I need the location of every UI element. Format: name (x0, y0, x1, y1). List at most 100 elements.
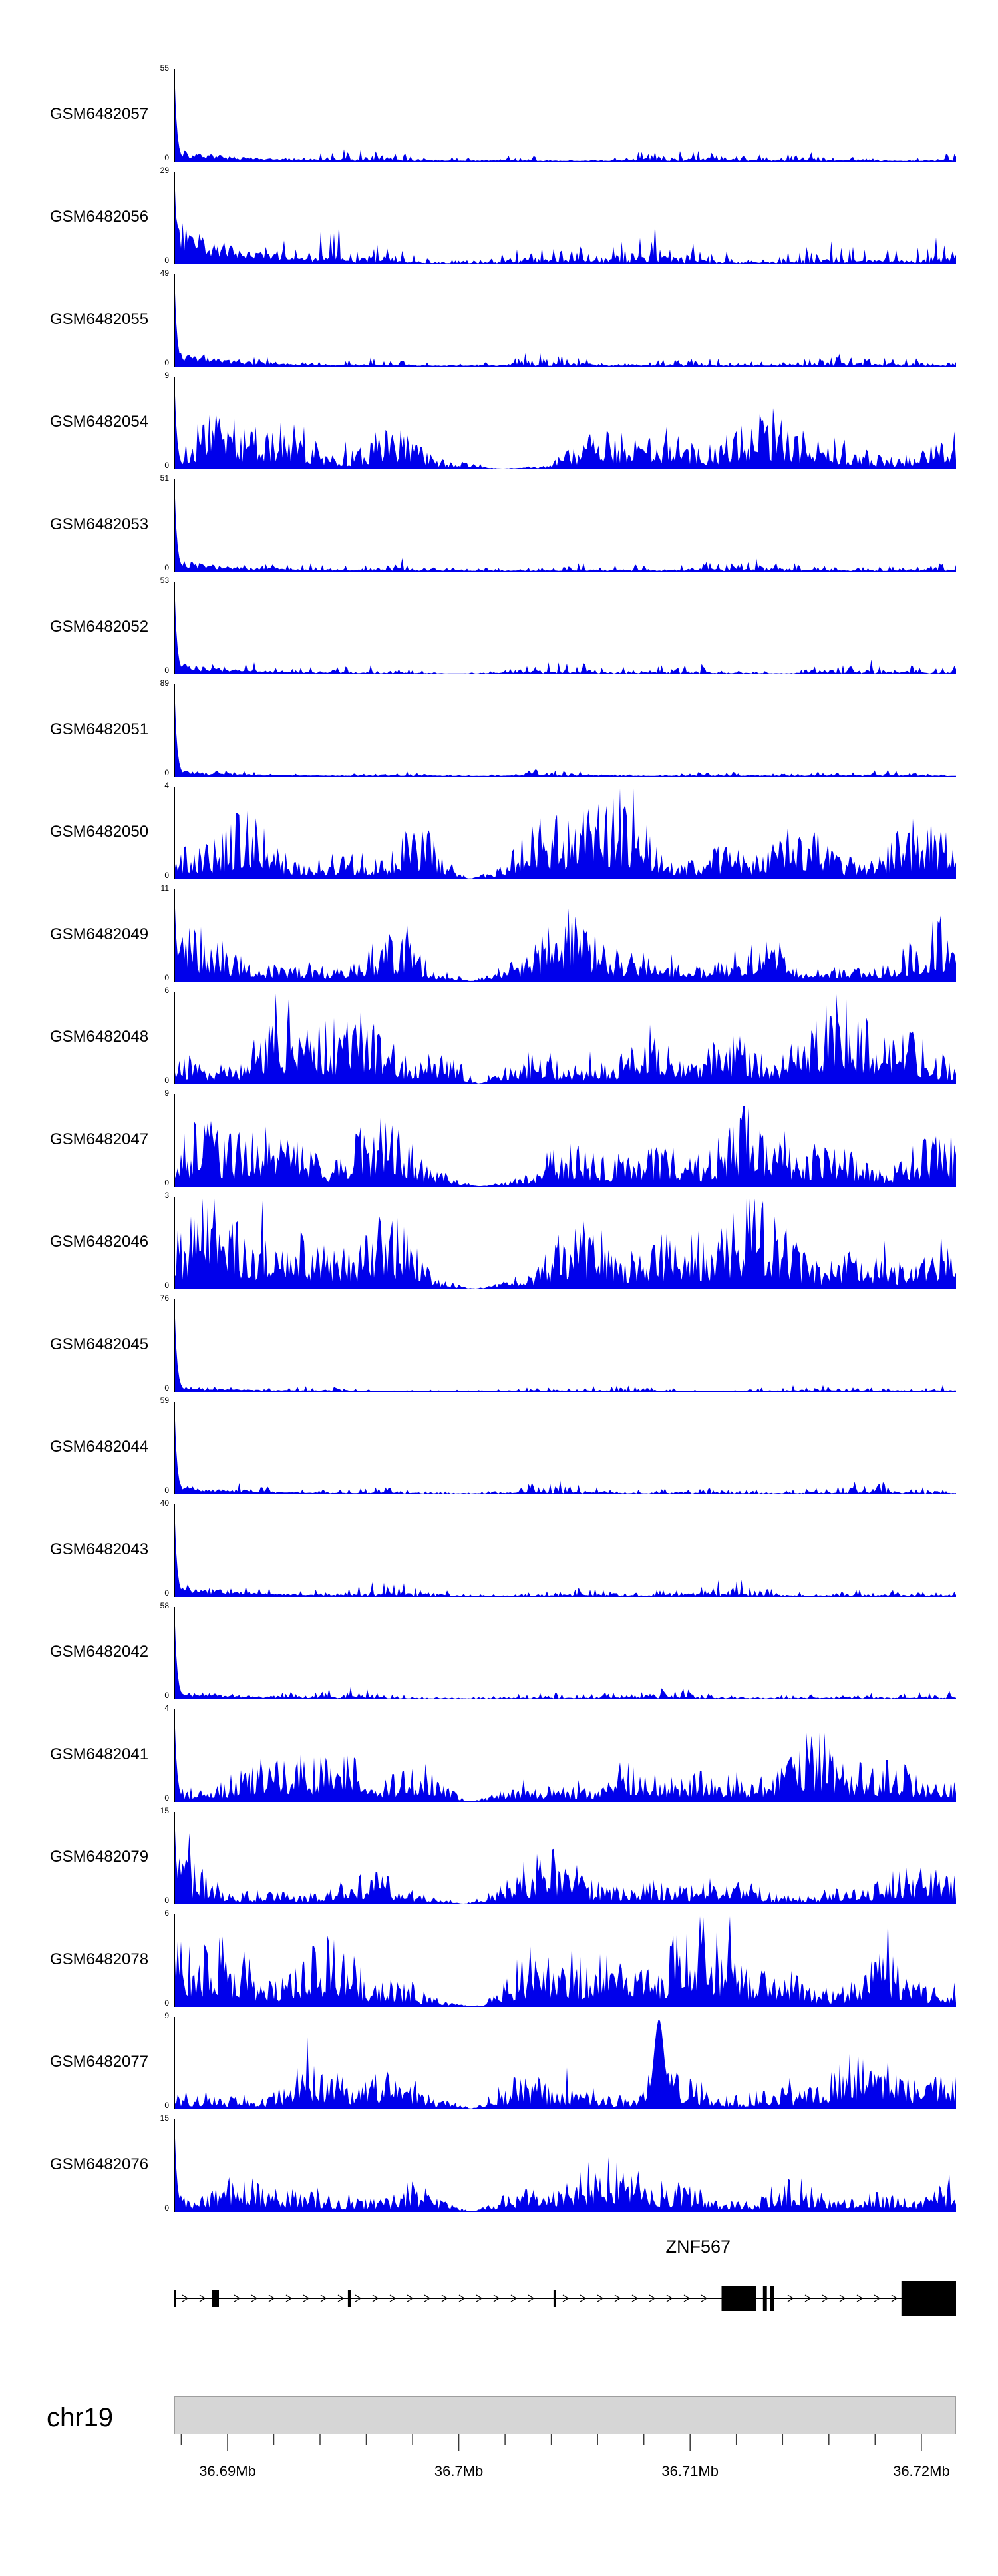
coverage-track: GSM6482054 9 0 (0, 371, 998, 473)
coverage-track: GSM6482052 53 0 (0, 576, 998, 678)
gene-name-label: ZNF567 (665, 2237, 731, 2256)
coverage-track: GSM6482043 40 0 (0, 1498, 998, 1601)
track-sample-label: GSM6482044 (50, 1438, 149, 1456)
genome-axis-track: 36.69Mb 36.7Mb 36.71Mb 36.72Mb (174, 2396, 956, 2479)
track-ymax-label: 49 (160, 268, 169, 278)
track-ymin-label: 0 (164, 1178, 169, 1187)
axis-tick-label: 36.72Mb (893, 2463, 950, 2479)
track-ymax-label: 15 (160, 2113, 169, 2123)
coverage-area-plot (174, 684, 956, 777)
coverage-area-plot (174, 479, 956, 572)
track-ymin-label: 0 (164, 461, 169, 470)
track-sample-label: GSM6482052 (50, 618, 149, 636)
coverage-track: GSM6482079 15 0 (0, 1806, 998, 1908)
track-sample-label: GSM6482041 (50, 1745, 149, 1763)
coverage-track: GSM6482056 29 0 (0, 166, 998, 268)
coverage-track: GSM6482078 6 0 (0, 1908, 998, 2011)
track-ymax-label: 58 (160, 1601, 169, 1610)
chromosome-label: chr19 (47, 2403, 114, 2432)
track-sample-label: GSM6482049 (50, 925, 149, 943)
track-ymax-label: 51 (160, 473, 169, 483)
coverage-track: GSM6482045 76 0 (0, 1293, 998, 1396)
coverage-area-plot (174, 1299, 956, 1392)
track-sample-label: GSM6482078 (50, 1950, 149, 1968)
track-ymin-label: 0 (164, 1998, 169, 2008)
coverage-area-plot (174, 274, 956, 367)
coverage-area-plot (174, 1607, 956, 1699)
track-sample-label: GSM6482050 (50, 823, 149, 841)
coverage-track: GSM6482042 58 0 (0, 1601, 998, 1703)
coverage-area-plot (174, 377, 956, 469)
track-sample-label: GSM6482043 (50, 1540, 149, 1558)
coverage-area-plot (174, 1914, 956, 2007)
track-sample-label: GSM6482077 (50, 2053, 149, 2071)
track-sample-label: GSM6482076 (50, 2155, 149, 2173)
track-ymax-label: 3 (164, 1191, 169, 1200)
track-ymin-label: 0 (164, 358, 169, 367)
coverage-track: GSM6482077 9 0 (0, 2011, 998, 2113)
coverage-track: GSM6482051 89 0 (0, 678, 998, 781)
coverage-track: GSM6482049 11 0 (0, 883, 998, 986)
coverage-area-plot (174, 2119, 956, 2212)
coverage-area-plot (174, 889, 956, 982)
track-sample-label: GSM6482054 (50, 413, 149, 431)
coverage-track: GSM6482044 59 0 (0, 1396, 998, 1498)
coverage-track: GSM6482053 51 0 (0, 473, 998, 576)
track-sample-label: GSM6482055 (50, 310, 149, 328)
coverage-area-plot (174, 992, 956, 1084)
track-sample-label: GSM6482053 (50, 515, 149, 533)
axis-tick-label: 36.71Mb (661, 2463, 719, 2479)
track-sample-label: GSM6482047 (50, 1130, 149, 1148)
coverage-area-plot (174, 1709, 956, 1802)
track-ymin-label: 0 (164, 2203, 169, 2213)
track-ymax-label: 4 (164, 1703, 169, 1713)
track-ymax-label: 29 (160, 166, 169, 175)
track-ymin-label: 0 (164, 1896, 169, 1905)
track-sample-label: GSM6482042 (50, 1643, 149, 1661)
track-ymin-label: 0 (164, 871, 169, 880)
axis-tick-label: 36.69Mb (199, 2463, 256, 2479)
track-sample-label: GSM6482048 (50, 1028, 149, 1046)
track-ymin-label: 0 (164, 2101, 169, 2110)
track-sample-label: GSM6482057 (50, 105, 149, 123)
coverage-area-plot (174, 69, 956, 162)
track-ymin-label: 0 (164, 1486, 169, 1495)
track-ymax-label: 9 (164, 1088, 169, 1098)
coverage-track: GSM6482076 15 0 (0, 2113, 998, 2216)
coverage-track: GSM6482047 9 0 (0, 1088, 998, 1191)
track-ymax-label: 40 (160, 1498, 169, 1508)
coverage-area-plot (174, 1094, 956, 1187)
track-sample-label: GSM6482056 (50, 208, 149, 226)
coverage-area-plot (174, 2017, 956, 2109)
track-ymax-label: 76 (160, 1293, 169, 1303)
track-ymin-label: 0 (164, 666, 169, 675)
coverage-track: GSM6482050 4 0 (0, 781, 998, 883)
track-ymin-label: 0 (164, 1793, 169, 1803)
coverage-area-plot (174, 787, 956, 879)
track-ymax-label: 4 (164, 781, 169, 790)
coverage-track: GSM6482046 3 0 (0, 1191, 998, 1293)
coverage-area-plot (174, 1402, 956, 1494)
track-ymin-label: 0 (164, 256, 169, 265)
track-ymax-label: 89 (160, 678, 169, 688)
track-ymin-label: 0 (164, 153, 169, 162)
track-ymin-label: 0 (164, 1691, 169, 1700)
track-ymin-label: 0 (164, 1076, 169, 1085)
track-ymax-label: 15 (160, 1806, 169, 1815)
coverage-area-plot (174, 1197, 956, 1289)
track-ymin-label: 0 (164, 973, 169, 982)
track-ymax-label: 6 (164, 986, 169, 995)
coverage-area-plot (174, 582, 956, 674)
track-ymax-label: 53 (160, 576, 169, 585)
track-ymin-label: 0 (164, 1281, 169, 1290)
coverage-track: GSM6482041 4 0 (0, 1703, 998, 1806)
track-ymax-label: 9 (164, 2011, 169, 2020)
coverage-track: GSM6482057 55 0 (0, 63, 998, 166)
track-ymin-label: 0 (164, 768, 169, 777)
track-sample-label: GSM6482051 (50, 720, 149, 738)
coverage-area-plot (174, 1812, 956, 1904)
track-ymax-label: 11 (160, 883, 169, 893)
track-ymax-label: 59 (160, 1396, 169, 1405)
track-ymax-label: 55 (160, 63, 169, 73)
